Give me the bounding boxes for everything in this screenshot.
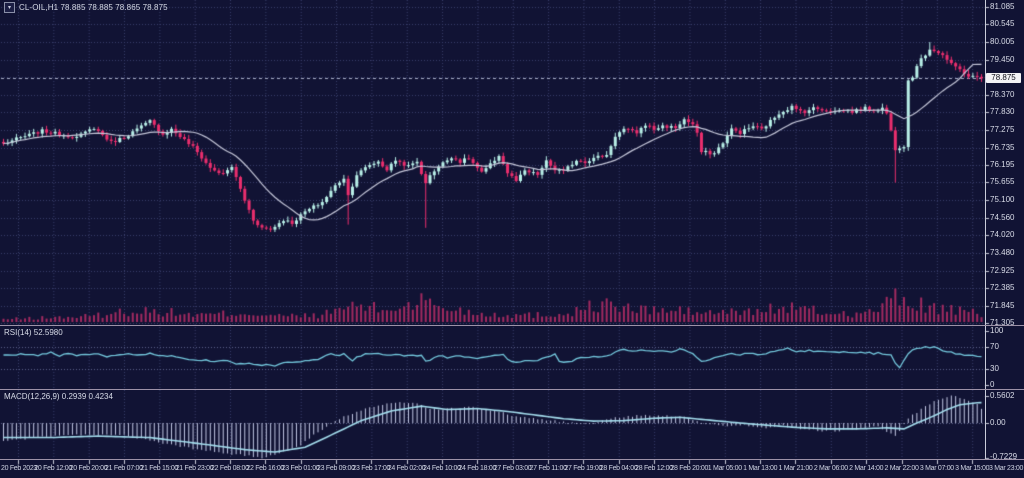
rsi-indicator-label: RSI(14) 52.5980 bbox=[4, 328, 63, 337]
panel-separator[interactable] bbox=[0, 389, 1024, 390]
panel-separator[interactable] bbox=[0, 325, 1024, 326]
price-axis-divider bbox=[985, 0, 986, 460]
chart-window-icon[interactable]: ▾ bbox=[4, 2, 15, 13]
symbol-ohlc-text: CL-OIL,H1 78.885 78.885 78.865 78.875 bbox=[19, 3, 168, 12]
panel-separator bbox=[0, 459, 1024, 460]
macd-indicator-label: MACD(12,26,9) 0.2939 0.4234 bbox=[4, 392, 113, 401]
symbol-ohlc-header: ▾ CL-OIL,H1 78.885 78.885 78.865 78.875 bbox=[4, 2, 168, 13]
current-price-tag: 78.875 bbox=[986, 73, 1021, 84]
